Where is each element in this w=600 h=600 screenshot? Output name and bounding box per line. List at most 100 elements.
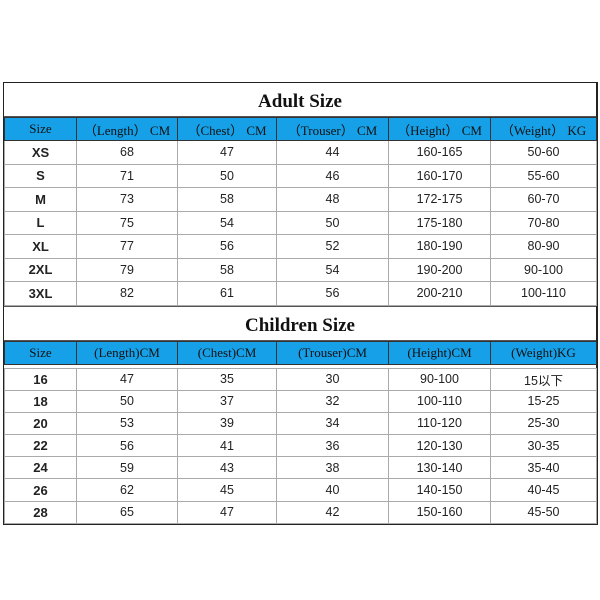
size-cell: S <box>4 163 77 188</box>
value-cell: 50 <box>276 210 389 235</box>
size-cell: XL <box>4 234 77 259</box>
header-cell: （Height） CM <box>388 117 491 141</box>
data-row: 2XL 79 58 54 190-200 90-100 <box>4 257 597 282</box>
value-cell: 130-140 <box>388 456 491 480</box>
value-cell: 32 <box>276 389 389 413</box>
value-cell: 40-45 <box>490 478 597 502</box>
size-cell: L <box>4 210 77 235</box>
value-cell: 90-100 <box>490 257 597 282</box>
value-cell: 15-25 <box>490 389 597 413</box>
header-cell: （Chest） CM <box>177 117 277 141</box>
adult-table: Size （Length） CM （Chest） CM （Trouser） CM （He… <box>4 117 597 306</box>
data-row: 20 53 39 34 110-120 25-30 <box>4 411 597 436</box>
size-cell: 28 <box>4 500 77 524</box>
value-cell: 53 <box>76 411 178 436</box>
value-cell: 30 <box>276 367 389 391</box>
header-cell: (Height)CM <box>388 340 491 365</box>
value-cell: 120-130 <box>388 434 491 458</box>
value-cell: 110-120 <box>388 411 491 436</box>
value-cell: 80-90 <box>490 234 597 259</box>
value-cell: 160-165 <box>388 140 491 165</box>
value-cell: 60-70 <box>490 187 597 212</box>
value-cell: 38 <box>276 456 389 480</box>
size-cell: 24 <box>4 456 77 480</box>
header-cell: (Trouser)CM <box>276 340 389 365</box>
value-cell: 70-80 <box>490 210 597 235</box>
value-cell: 100-110 <box>388 389 491 413</box>
data-row: XS 68 47 44 160-165 50-60 <box>4 140 597 165</box>
data-row: 26 62 45 40 140-150 40-45 <box>4 478 597 502</box>
data-row: 16 47 35 30 90-100 15以下 <box>4 367 597 391</box>
value-cell: 39 <box>177 411 277 436</box>
data-row: 18 50 37 32 100-110 15-25 <box>4 389 597 413</box>
value-cell: 140-150 <box>388 478 491 502</box>
value-cell: 46 <box>276 163 389 188</box>
value-cell: 190-200 <box>388 257 491 282</box>
value-cell: 175-180 <box>388 210 491 235</box>
value-cell: 160-170 <box>388 163 491 188</box>
data-row: L 75 54 50 175-180 70-80 <box>4 210 597 235</box>
value-cell: 172-175 <box>388 187 491 212</box>
value-cell: 58 <box>177 187 277 212</box>
size-cell: XS <box>4 140 77 165</box>
value-cell: 37 <box>177 389 277 413</box>
value-cell: 54 <box>276 257 389 282</box>
value-cell: 79 <box>76 257 178 282</box>
value-cell: 200-210 <box>388 281 491 306</box>
value-cell: 44 <box>276 140 389 165</box>
value-cell: 73 <box>76 187 178 212</box>
value-cell: 180-190 <box>388 234 491 259</box>
value-cell: 62 <box>76 478 178 502</box>
value-cell: 90-100 <box>388 367 491 391</box>
value-cell: 71 <box>76 163 178 188</box>
section-title: Adult Size <box>4 83 596 117</box>
header-cell: （Weight） KG <box>490 117 597 141</box>
header-row: Size （Length） CM （Chest） CM （Trouser） CM （He… <box>4 117 597 141</box>
value-cell: 43 <box>177 456 277 480</box>
value-cell: 52 <box>276 234 389 259</box>
header-cell: (Chest)CM <box>177 340 277 365</box>
header-cell: (Length)CM <box>76 340 178 365</box>
value-cell: 47 <box>76 367 178 391</box>
header-cell: （Length） CM <box>76 117 178 141</box>
value-cell: 77 <box>76 234 178 259</box>
size-cell: 22 <box>4 434 77 458</box>
header-cell: (Weight)KG <box>490 340 597 365</box>
value-cell: 54 <box>177 210 277 235</box>
data-row: M 73 58 48 172-175 60-70 <box>4 187 597 212</box>
value-cell: 82 <box>76 281 178 306</box>
header-cell: Size <box>4 340 77 365</box>
data-row: S 71 50 46 160-170 55-60 <box>4 163 597 188</box>
value-cell: 58 <box>177 257 277 282</box>
value-cell: 36 <box>276 434 389 458</box>
value-cell: 45 <box>177 478 277 502</box>
header-row: Size (Length)CM (Chest)CM (Trouser)CM (Heigh… <box>4 340 597 365</box>
header-cell: （Trouser） CM <box>276 117 389 141</box>
data-row: 3XL 82 61 56 200-210 100-110 <box>4 281 597 306</box>
value-cell: 50-60 <box>490 140 597 165</box>
value-cell: 41 <box>177 434 277 458</box>
size-cell: 2XL <box>4 257 77 282</box>
value-cell: 65 <box>76 500 178 524</box>
size-cell: 18 <box>4 389 77 413</box>
size-cell: 16 <box>4 367 77 391</box>
value-cell: 61 <box>177 281 277 306</box>
value-cell: 25-30 <box>490 411 597 436</box>
value-cell: 50 <box>76 389 178 413</box>
value-cell: 47 <box>177 140 277 165</box>
data-row: 22 56 41 36 120-130 30-35 <box>4 434 597 458</box>
children-table: Size (Length)CM (Chest)CM (Trouser)CM (Heigh… <box>4 340 597 524</box>
value-cell: 56 <box>76 434 178 458</box>
value-cell: 48 <box>276 187 389 212</box>
size-cell: 26 <box>4 478 77 502</box>
header-cell: Size <box>4 117 77 141</box>
value-cell: 100-110 <box>490 281 597 306</box>
value-cell: 35-40 <box>490 456 597 480</box>
value-cell: 45-50 <box>490 500 597 524</box>
value-cell: 50 <box>177 163 277 188</box>
data-row: 24 59 43 38 130-140 35-40 <box>4 456 597 480</box>
size-cell: 3XL <box>4 281 77 306</box>
value-cell: 34 <box>276 411 389 436</box>
value-cell: 150-160 <box>388 500 491 524</box>
value-cell: 15以下 <box>490 367 597 391</box>
